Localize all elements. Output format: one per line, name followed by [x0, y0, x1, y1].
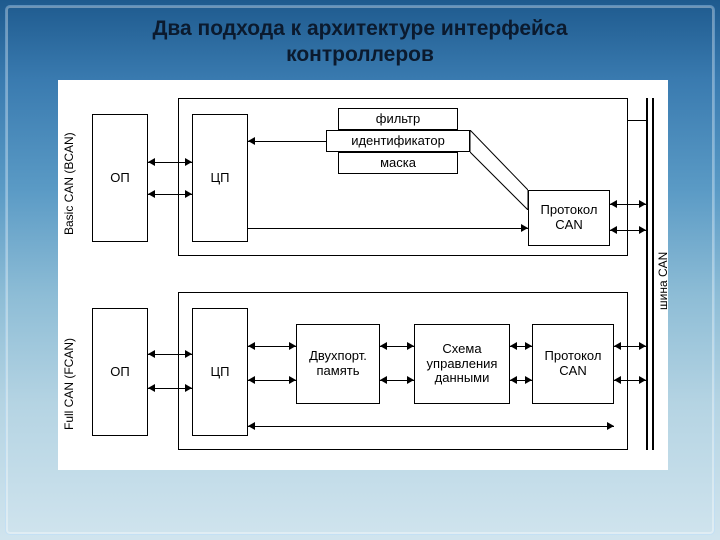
arr-bot-cp-dp-2r	[289, 376, 296, 384]
arr-bot-pr-bus-2l	[614, 376, 621, 384]
bot-proto: Протокол CAN	[532, 324, 614, 404]
bot-cp: ЦП	[192, 308, 248, 436]
arr-bot-cp-long-r	[607, 422, 614, 430]
bus-bar	[646, 98, 648, 450]
arr-top-op-cp-1-l	[148, 158, 155, 166]
arr-bot-dp-dc-1r	[407, 342, 414, 350]
arr-bot-op-cp-2l	[148, 384, 155, 392]
bot-op: ОП	[92, 308, 148, 436]
arr-top-cp-proto-h	[521, 224, 528, 232]
arr-top-proto-bus-2r	[639, 226, 646, 234]
arr-bot-dc-pr-1r	[525, 342, 532, 350]
arr-bot-pr-bus-2r	[639, 376, 646, 384]
arr-top-cp-filter	[248, 141, 326, 142]
top-ident: идентификатор	[326, 130, 470, 152]
top-proto: Протокол CAN	[528, 190, 610, 246]
title-line2: контроллеров	[286, 43, 434, 66]
arr-bot-op-cp-1r	[185, 350, 192, 358]
arr-bot-cp-dp-1r	[289, 342, 296, 350]
bot-dpram: Двухпорт. память	[296, 324, 380, 404]
arr-bot-dc-pr-2r	[525, 376, 532, 384]
arr-bot-dp-dc-1l	[380, 342, 387, 350]
top-op: ОП	[92, 114, 148, 242]
arr-bot-op-cp-2r	[185, 384, 192, 392]
arr-bot-dc-pr-2l	[510, 376, 517, 384]
arr-top-proto-bus-1r	[639, 200, 646, 208]
arr-top-proto-bus-2l	[610, 226, 617, 234]
arr-bot-cp-long	[248, 426, 614, 427]
arr-top-proto-bus-1l	[610, 200, 617, 208]
arr-bot-dp-dc-2l	[380, 376, 387, 384]
arr-bot-dc-pr-1l	[510, 342, 517, 350]
vlabel-bus: шина CAN	[656, 240, 670, 310]
page-title: Два подхода к архитектуре интерфейса кон…	[0, 16, 720, 69]
arr-top-cp-filter-h	[248, 137, 255, 145]
arr-top-cp-proto	[248, 228, 528, 229]
bot-datactl: Схема управления данными	[414, 324, 510, 404]
arr-top-op-cp-1-r	[185, 158, 192, 166]
arr-bot-op-cp-1l	[148, 350, 155, 358]
stub-top-frame-bus	[628, 120, 646, 121]
top-filter: фильтр	[338, 108, 458, 130]
arr-bot-pr-bus-1r	[639, 342, 646, 350]
arr-bot-cp-dp-1l	[248, 342, 255, 350]
title-line1: Два подхода к архитектуре интерфейса	[152, 17, 567, 40]
arr-top-op-cp-2-r	[185, 190, 192, 198]
bus-bar-inner	[652, 98, 654, 450]
arr-top-op-cp-2-l	[148, 190, 155, 198]
arr-bot-cp-long-l	[248, 422, 255, 430]
top-cp: ЦП	[192, 114, 248, 242]
top-mask: маска	[338, 152, 458, 174]
vlabel-bcan: Basic CAN (BCAN)	[62, 120, 76, 235]
arr-bot-pr-bus-1l	[614, 342, 621, 350]
arr-bot-dp-dc-2r	[407, 376, 414, 384]
arr-bot-cp-dp-2l	[248, 376, 255, 384]
vlabel-fcan: Full CAN (FCAN)	[62, 320, 76, 430]
diagram-canvas: Basic CAN (BCAN) Full CAN (FCAN) шина CA…	[58, 80, 668, 470]
